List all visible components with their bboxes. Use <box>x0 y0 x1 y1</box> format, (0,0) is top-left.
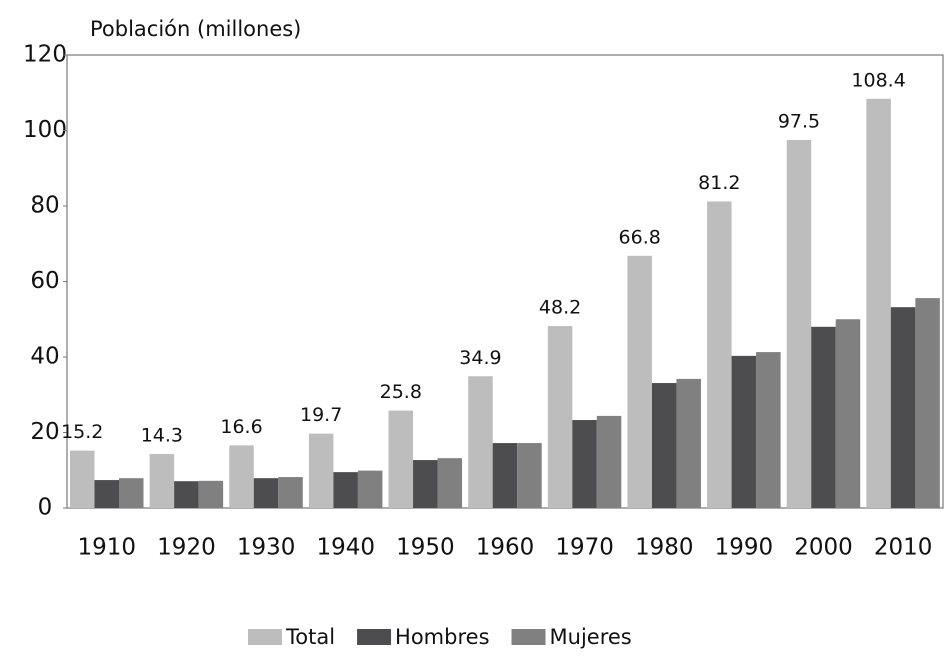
bar <box>437 458 463 508</box>
y-tick-label: 60 <box>30 268 59 294</box>
bar <box>811 326 836 508</box>
x-tick-label: 2010 <box>874 535 933 561</box>
x-tick-label: 1960 <box>476 535 535 561</box>
bar <box>468 376 493 508</box>
value-label: 14.3 <box>141 425 183 447</box>
bar <box>333 472 358 508</box>
bar <box>388 410 414 508</box>
bar <box>596 415 622 508</box>
bar <box>149 454 175 508</box>
bar <box>676 378 701 508</box>
bar <box>731 355 757 508</box>
legend-label: Hombres <box>395 625 489 649</box>
y-tick-label: 20 <box>30 419 59 445</box>
bar <box>174 481 199 508</box>
y-tick-label: 40 <box>30 344 59 370</box>
bar <box>756 352 781 508</box>
value-label: 48.2 <box>539 297 581 319</box>
y-axis-label: Población (millones) <box>90 17 301 41</box>
bar <box>866 98 891 508</box>
x-tick-label: 1910 <box>78 535 137 561</box>
legend-label: Total <box>285 625 335 649</box>
bar <box>229 445 254 508</box>
x-tick-label: 1920 <box>157 535 216 561</box>
bar <box>547 326 573 508</box>
y-tick-label: 80 <box>30 193 59 219</box>
value-label: 97.5 <box>778 110 820 132</box>
legend-swatch <box>357 629 392 645</box>
value-label: 25.8 <box>380 381 422 403</box>
y-tick-label: 120 <box>23 42 67 68</box>
value-label: 81.2 <box>698 172 740 194</box>
bar <box>308 433 334 508</box>
y-tick-label: 0 <box>38 495 53 521</box>
bar <box>94 480 119 508</box>
bar <box>119 478 144 508</box>
y-tick-label: 100 <box>23 117 67 143</box>
value-label: 16.6 <box>220 416 262 438</box>
bar <box>707 201 732 508</box>
bar <box>890 307 916 508</box>
value-label: 66.8 <box>619 226 661 248</box>
bar <box>627 255 652 508</box>
bar <box>915 298 940 508</box>
legend-swatch <box>248 629 282 645</box>
bar <box>253 478 279 508</box>
x-tick-label: 1940 <box>316 535 375 561</box>
value-label: 108.4 <box>851 69 905 91</box>
legend-swatch <box>511 629 546 645</box>
bar <box>413 460 438 508</box>
value-label: 34.9 <box>459 347 501 369</box>
bar <box>835 319 861 508</box>
bar <box>492 443 518 508</box>
x-tick-label: 1930 <box>237 535 296 561</box>
x-tick-label: 1980 <box>635 535 694 561</box>
bar <box>572 420 597 508</box>
legend-label: Mujeres <box>550 625 632 649</box>
bar <box>357 470 383 508</box>
bar <box>517 443 542 508</box>
bar <box>70 450 95 508</box>
bar <box>198 480 224 508</box>
value-label: 15.2 <box>61 421 103 443</box>
x-tick-label: 1990 <box>715 535 774 561</box>
bar <box>278 477 303 508</box>
bar <box>786 139 812 508</box>
bar <box>651 383 677 508</box>
x-tick-label: 1970 <box>555 535 614 561</box>
x-tick-label: 2000 <box>794 535 853 561</box>
x-tick-label: 1950 <box>396 535 455 561</box>
value-label: 19.7 <box>300 404 342 426</box>
